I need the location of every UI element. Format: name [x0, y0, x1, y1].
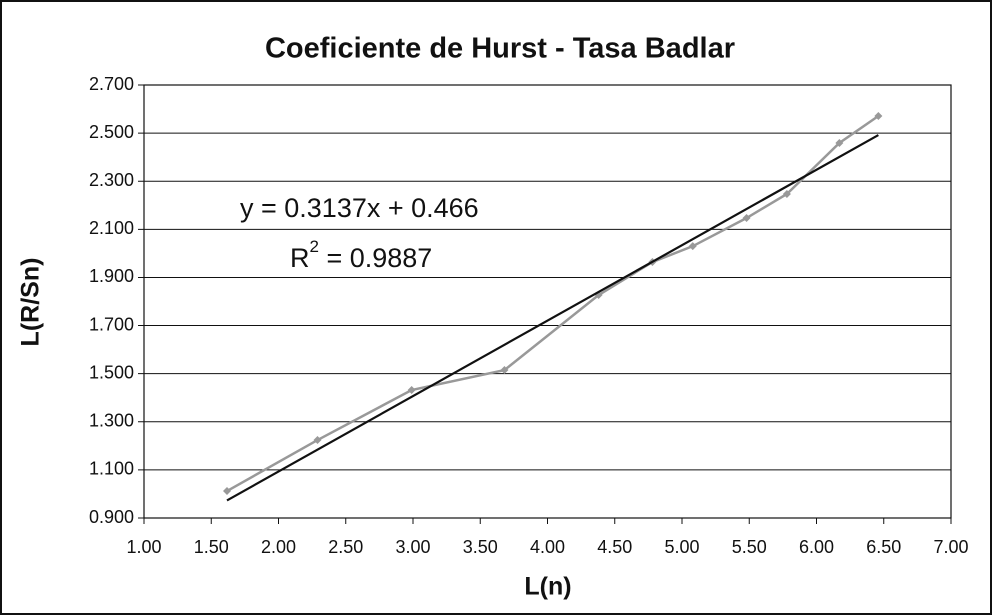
- x-tick-label: 2.50: [328, 537, 363, 557]
- x-tick-label: 3.00: [395, 537, 430, 557]
- trendline: [226, 134, 879, 502]
- x-tick-label: 7.00: [933, 537, 968, 557]
- chart-title: Coeficiente de Hurst - Tasa Badlar: [265, 33, 735, 65]
- data-marker: [222, 487, 231, 496]
- y-axis-label: L(R/Sn): [17, 258, 45, 347]
- x-tick-label: 2.00: [261, 537, 296, 557]
- r-squared-value: = 0.9887: [319, 243, 432, 273]
- x-tick-label: 4.00: [530, 537, 565, 557]
- y-tick-label: 2.100: [89, 218, 134, 238]
- r-squared-r: R: [290, 243, 310, 273]
- r-squared-sup: 2: [310, 237, 319, 256]
- x-axis-label: L(n): [524, 573, 571, 601]
- y-tick-label: 2.500: [89, 122, 134, 142]
- x-tick-label: 5.50: [732, 537, 767, 557]
- y-tick-label: 1.300: [89, 411, 134, 431]
- y-tick-label: 1.700: [89, 314, 134, 334]
- y-tick-label: 1.100: [89, 459, 134, 479]
- y-tick-label: 2.700: [89, 74, 134, 94]
- r-squared: R2 = 0.9887: [290, 237, 432, 273]
- data-marker: [874, 112, 883, 121]
- x-tick-label: 3.50: [463, 537, 498, 557]
- y-tick-label: 1.900: [89, 266, 134, 286]
- data-marker: [742, 214, 751, 223]
- data-marker: [688, 242, 697, 251]
- x-tick-label: 4.50: [597, 537, 632, 557]
- x-tick-label: 5.00: [664, 537, 699, 557]
- data-marker: [313, 436, 322, 445]
- data-marker: [407, 386, 416, 395]
- x-tick-label: 6.50: [866, 537, 901, 557]
- x-tick-label: 6.00: [799, 537, 834, 557]
- x-tick-label: 1.00: [126, 537, 161, 557]
- x-tick-label: 1.50: [194, 537, 229, 557]
- y-tick-label: 0.900: [89, 507, 134, 527]
- data-marker: [835, 138, 844, 147]
- trend-equation: y = 0.3137x + 0.466: [240, 193, 479, 223]
- data-marker: [500, 366, 509, 375]
- y-tick-label: 1.500: [89, 362, 134, 382]
- data-marker: [782, 189, 791, 198]
- y-tick-label: 2.300: [89, 170, 134, 190]
